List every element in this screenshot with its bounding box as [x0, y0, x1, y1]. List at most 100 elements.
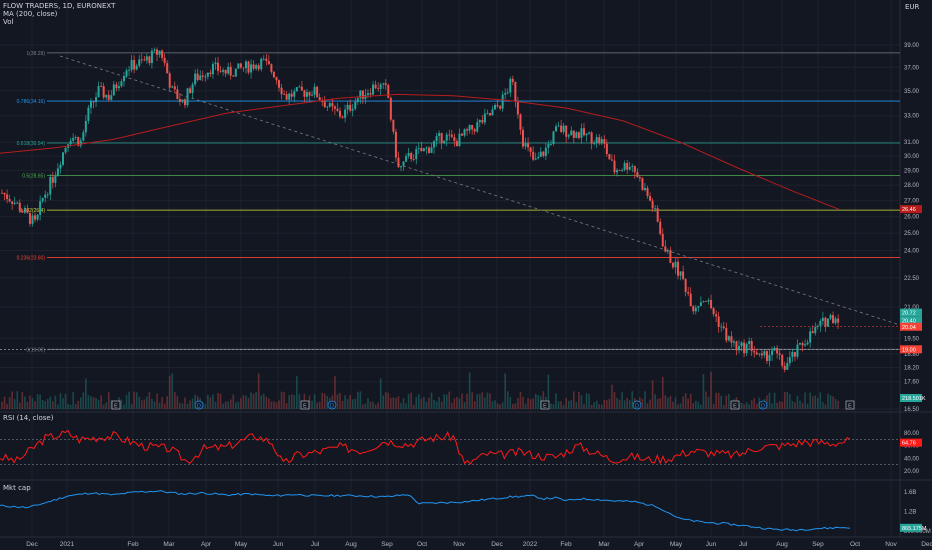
candle-body	[112, 84, 115, 96]
volume-bar	[725, 395, 728, 409]
vol-legend[interactable]: Vol	[3, 18, 14, 26]
candle-body	[194, 73, 197, 85]
volume-bar	[334, 376, 336, 409]
candle-body	[115, 84, 118, 89]
candle-body	[158, 50, 161, 55]
volume-bar	[46, 398, 49, 409]
time-tick-label: May	[235, 541, 248, 548]
candle-body	[544, 147, 547, 156]
volume-bar	[242, 395, 245, 409]
volume-bar	[326, 396, 329, 409]
candle-body	[814, 326, 817, 334]
volume-bar	[689, 393, 692, 409]
candle-body	[702, 301, 705, 303]
volume-bar	[573, 391, 575, 409]
time-tick-label: Oct	[417, 541, 427, 548]
mktcap-tag: 865.175M	[902, 526, 927, 532]
candle-body	[692, 306, 695, 312]
candle-body	[509, 78, 512, 93]
volume-bar	[646, 403, 649, 409]
volume-bar	[392, 397, 395, 409]
volume-bar	[255, 392, 257, 409]
candle-body	[196, 73, 199, 80]
candle-body	[244, 61, 247, 69]
price-tag-bg	[900, 322, 922, 331]
volume-bar	[283, 392, 285, 409]
candle-body	[460, 133, 463, 136]
candle-body	[626, 162, 629, 170]
dividend-marker	[194, 400, 204, 410]
candle-body	[214, 62, 217, 65]
time-tick-label: Jun	[273, 541, 284, 548]
volume-bar	[720, 395, 723, 409]
volume-bar	[611, 384, 613, 409]
dividend-marker-label: D	[197, 404, 201, 410]
candle-body	[323, 101, 326, 108]
volume-bar	[565, 397, 567, 409]
volume-bar	[702, 374, 705, 409]
volume-bar	[598, 404, 601, 409]
fib-label: 0.382(26.4)	[19, 208, 45, 214]
candle-body	[308, 92, 311, 96]
volume-bar	[397, 396, 400, 409]
volume-bar	[125, 394, 128, 409]
mktcap-legend[interactable]: Mkt cap	[3, 484, 31, 492]
price-tick-label: 26.00	[904, 215, 920, 221]
volume-bar	[278, 400, 280, 409]
price-tag: 19.00	[902, 347, 916, 353]
candle-body	[613, 160, 616, 173]
price-tick-label: 16.50	[904, 407, 920, 413]
grid	[0, 0, 932, 538]
candle-body	[806, 342, 809, 345]
candle-body	[199, 75, 202, 80]
ma-legend[interactable]: MA (200, close)	[3, 10, 58, 18]
candle-body	[300, 86, 303, 91]
volume-bar	[832, 396, 834, 409]
candle-body	[824, 317, 827, 327]
candle-body	[107, 94, 110, 100]
volume-bar	[207, 394, 209, 409]
candle-body	[351, 108, 354, 111]
earnings-marker-label: E	[543, 404, 547, 410]
volume-bar	[229, 399, 232, 409]
volume-bar	[400, 403, 402, 409]
earnings-marker	[845, 400, 855, 410]
volume-bar	[514, 403, 517, 409]
volume-bar	[461, 393, 463, 409]
volume-bar	[181, 403, 184, 409]
volume-bar	[3, 396, 6, 409]
volume-bar	[628, 400, 631, 409]
fib-label: 0(19.00)	[26, 347, 45, 353]
volume-bar	[756, 403, 758, 409]
candle-body	[567, 135, 570, 137]
volume-bar	[743, 404, 745, 409]
candle-body	[397, 157, 400, 168]
candle-body	[557, 125, 560, 127]
volume-bar	[423, 396, 425, 409]
candle-body	[677, 261, 680, 276]
candle-body	[181, 99, 184, 102]
volume-bar	[692, 402, 695, 409]
volume-bar	[412, 404, 415, 409]
candle-body	[21, 211, 24, 213]
candle-body	[425, 147, 428, 149]
rsi-legend[interactable]: RSI (14, close)	[3, 414, 54, 422]
volume-bar	[595, 400, 598, 409]
price-tag: 20.40	[902, 319, 916, 325]
volume-bar	[501, 402, 504, 409]
volume-bar	[74, 403, 77, 409]
time-tick-label: Apr	[201, 541, 212, 548]
volume-bar	[390, 397, 392, 409]
candle-body	[666, 250, 669, 252]
dividend-marker-label: D	[330, 404, 334, 410]
mktcap-tag-bg	[900, 523, 922, 532]
candle-body	[283, 94, 286, 95]
candle-body	[745, 343, 748, 354]
candle-body	[552, 131, 555, 145]
volume-bar	[829, 395, 832, 409]
volume-bar	[41, 399, 44, 409]
volume-bar	[54, 395, 57, 409]
candle-body	[468, 124, 471, 131]
